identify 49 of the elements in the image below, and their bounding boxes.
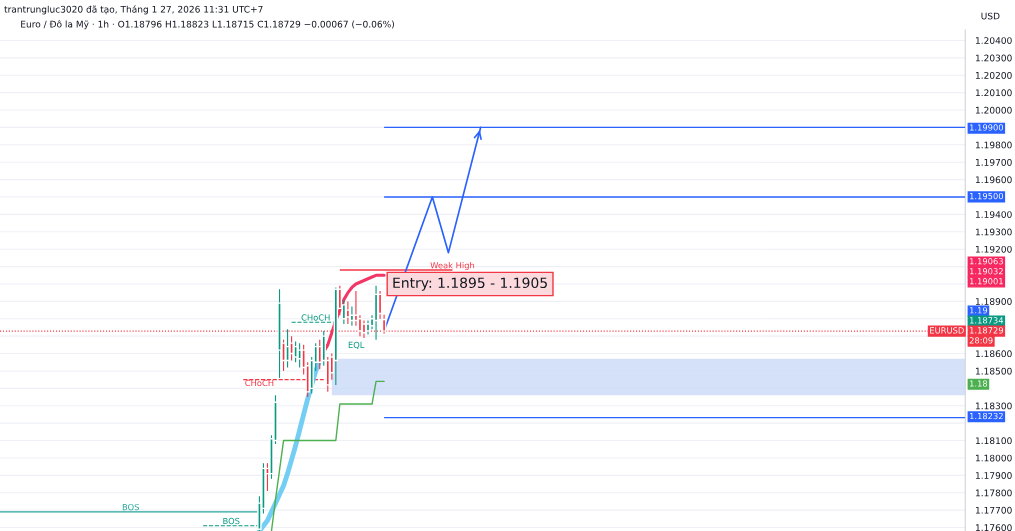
candlestick <box>293 340 298 363</box>
y-tick-label: 1.19300 <box>975 228 1012 236</box>
y-tick-label: 1.20200 <box>975 71 1012 79</box>
text: 1.18 <box>970 380 988 387</box>
y-tick-label: 1.18000 <box>975 454 1012 462</box>
candlestick <box>345 300 351 325</box>
candlestick <box>285 328 290 369</box>
y-axis-title: USD <box>981 12 1000 20</box>
text: 1.18729 <box>970 327 1003 334</box>
text: 1.19500 <box>970 192 1004 200</box>
y-tick-label: 1.19200 <box>975 245 1012 253</box>
text: 28:09 <box>969 337 993 344</box>
y-tick-label: 1.20400 <box>975 37 1012 44</box>
y-tick-label: 1.19800 <box>975 141 1012 149</box>
text: 1.18734 <box>970 317 1004 324</box>
text: 1.18232 <box>970 412 1003 420</box>
y-tick-label: 1.19400 <box>975 211 1012 218</box>
y-tick-label: 1.17600 <box>975 524 1012 531</box>
y-tick-label: 1.20300 <box>975 54 1012 62</box>
chart-subtitle: Euro / Đô la Mỹ · 1h · O1.18796 H1.18823 L1.18715 C1.18729 −0.00067 (−0.06%) <box>21 20 394 30</box>
ref-line-label: CHoCH <box>245 379 274 387</box>
text: 1.19 <box>970 307 988 314</box>
ref-line-label: BOS <box>223 517 240 525</box>
y-tick-label: 1.17900 <box>975 472 1012 479</box>
y-tick-label: 1.18600 <box>975 350 1012 358</box>
ref-line-label: CHoCH <box>301 314 330 321</box>
text: 1.19900 <box>970 124 1004 131</box>
y-tick-label: 1.18900 <box>975 298 1012 305</box>
ref-line-label: BOS <box>122 503 139 511</box>
annotation: Entry: 1.1895 - 1.1905 <box>393 277 547 291</box>
text: 1.19001 <box>970 278 1003 285</box>
text: 1.19032 <box>970 268 1003 275</box>
y-tick-label: 1.17800 <box>975 489 1012 497</box>
annotation: EURUSD <box>930 327 964 334</box>
y-tick-label: 1.20100 <box>975 89 1012 97</box>
y-tick-label: 1.20000 <box>975 106 1012 114</box>
y-tick-label: 1.19700 <box>975 158 1012 166</box>
y-tick-label: 1.17700 <box>975 506 1012 514</box>
chart-title: trantrungluc3020 đã tạo, Tháng 1 27, 2026 11:31 UTC+7 <box>4 5 263 15</box>
candlestick <box>289 335 294 362</box>
annotation: EQL <box>348 341 365 349</box>
candlestick <box>377 290 383 320</box>
text: 1.19063 <box>970 258 1003 265</box>
y-tick-label: 1.18300 <box>975 402 1012 410</box>
candlestick <box>297 342 302 369</box>
y-tick-label: 1.18500 <box>975 367 1012 375</box>
y-tick-label: 1.18100 <box>975 437 1012 445</box>
ref-line-label: Weak High <box>430 262 475 271</box>
y-tick-label: 1.19600 <box>975 176 1012 184</box>
